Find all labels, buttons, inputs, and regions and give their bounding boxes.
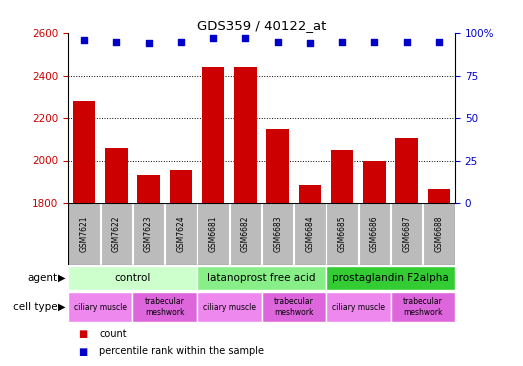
- Text: GSM6687: GSM6687: [402, 216, 411, 252]
- Point: [177, 38, 185, 44]
- Text: GSM7624: GSM7624: [176, 216, 185, 252]
- Text: ■: ■: [78, 329, 88, 339]
- Point: [435, 38, 443, 44]
- Text: trabecular
meshwork: trabecular meshwork: [145, 297, 185, 317]
- Point: [403, 38, 411, 44]
- Text: GSM6688: GSM6688: [435, 216, 444, 252]
- Bar: [138, 175, 160, 366]
- Point: [338, 38, 346, 44]
- Text: trabecular
meshwork: trabecular meshwork: [274, 297, 314, 317]
- Bar: [423, 203, 454, 265]
- Bar: [197, 203, 229, 265]
- Point: [274, 38, 282, 44]
- Bar: [299, 185, 321, 366]
- Point: [370, 38, 379, 44]
- Text: GSM6686: GSM6686: [370, 216, 379, 252]
- Bar: [165, 203, 197, 265]
- Point: [241, 35, 249, 41]
- Point: [112, 38, 120, 44]
- Text: latanoprost free acid: latanoprost free acid: [207, 273, 316, 283]
- Text: ciliary muscle: ciliary muscle: [74, 303, 127, 311]
- Bar: [69, 203, 100, 265]
- Bar: [266, 128, 289, 366]
- Text: GSM6681: GSM6681: [209, 216, 218, 252]
- Bar: [100, 203, 132, 265]
- Bar: [326, 292, 391, 322]
- Text: prostaglandin F2alpha: prostaglandin F2alpha: [332, 273, 449, 283]
- Bar: [68, 292, 132, 322]
- Title: GDS359 / 40122_at: GDS359 / 40122_at: [197, 19, 326, 32]
- Bar: [294, 203, 326, 265]
- Bar: [391, 203, 423, 265]
- Point: [305, 40, 314, 46]
- Bar: [73, 101, 95, 366]
- Bar: [202, 67, 224, 366]
- Bar: [105, 148, 128, 366]
- Text: ■: ■: [78, 347, 88, 356]
- Text: GSM6683: GSM6683: [273, 216, 282, 252]
- Bar: [363, 161, 385, 366]
- Text: cell type: cell type: [13, 302, 58, 312]
- Bar: [359, 203, 390, 265]
- Text: agent: agent: [27, 273, 58, 283]
- Bar: [326, 203, 358, 265]
- Text: percentile rank within the sample: percentile rank within the sample: [99, 347, 264, 356]
- Text: GSM6682: GSM6682: [241, 216, 250, 252]
- Text: GSM6684: GSM6684: [305, 216, 314, 252]
- Text: trabecular
meshwork: trabecular meshwork: [403, 297, 442, 317]
- Text: GSM7622: GSM7622: [112, 216, 121, 252]
- Bar: [133, 203, 164, 265]
- Bar: [68, 265, 197, 291]
- Point: [209, 35, 218, 41]
- Text: GSM7623: GSM7623: [144, 216, 153, 252]
- Point: [80, 37, 88, 43]
- Bar: [262, 292, 326, 322]
- Text: ▶: ▶: [58, 302, 65, 312]
- Bar: [395, 138, 418, 366]
- Bar: [428, 189, 450, 366]
- Text: ciliary muscle: ciliary muscle: [332, 303, 385, 311]
- Text: ▶: ▶: [58, 273, 65, 283]
- Bar: [326, 265, 455, 291]
- Bar: [331, 150, 354, 366]
- Bar: [197, 265, 326, 291]
- Text: GSM7621: GSM7621: [79, 216, 88, 252]
- Bar: [197, 292, 262, 322]
- Bar: [391, 292, 455, 322]
- Bar: [234, 67, 257, 366]
- Bar: [262, 203, 293, 265]
- Bar: [132, 292, 197, 322]
- Text: GSM6685: GSM6685: [338, 216, 347, 252]
- Bar: [169, 170, 192, 366]
- Text: count: count: [99, 329, 127, 339]
- Point: [144, 40, 153, 46]
- Text: ciliary muscle: ciliary muscle: [203, 303, 256, 311]
- Text: control: control: [115, 273, 151, 283]
- Bar: [230, 203, 261, 265]
